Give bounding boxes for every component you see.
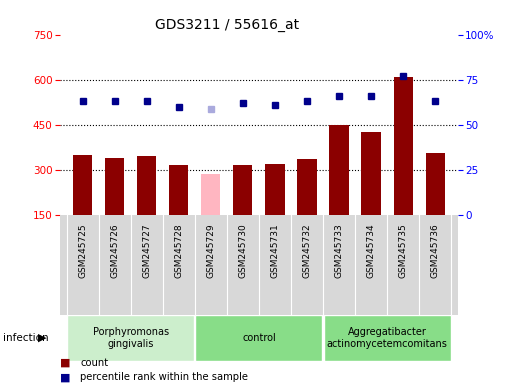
Title: GDS3211 / 55616_at: GDS3211 / 55616_at <box>155 18 299 32</box>
Bar <box>329 125 349 215</box>
Bar <box>201 174 220 215</box>
Text: GSM245735: GSM245735 <box>399 223 407 278</box>
Bar <box>393 77 413 215</box>
Text: infection: infection <box>3 333 48 343</box>
Bar <box>265 164 285 215</box>
Bar <box>233 166 253 215</box>
Bar <box>196 315 322 361</box>
Text: GSM245734: GSM245734 <box>367 223 376 278</box>
Text: GSM245725: GSM245725 <box>78 223 87 278</box>
Text: GSM245731: GSM245731 <box>270 223 279 278</box>
Text: ■: ■ <box>60 372 71 382</box>
Bar <box>361 132 381 215</box>
Bar <box>137 156 156 215</box>
Text: control: control <box>242 333 276 343</box>
Text: GSM245736: GSM245736 <box>430 223 440 278</box>
Text: count: count <box>80 358 108 368</box>
Bar <box>67 315 194 361</box>
Bar <box>324 315 451 361</box>
Text: GSM245727: GSM245727 <box>142 223 151 278</box>
Text: ■: ■ <box>60 358 71 368</box>
Text: Porphyromonas
gingivalis: Porphyromonas gingivalis <box>93 327 169 349</box>
Text: GSM245728: GSM245728 <box>174 223 183 278</box>
Bar <box>426 153 445 215</box>
Text: percentile rank within the sample: percentile rank within the sample <box>80 372 248 382</box>
Text: GSM245729: GSM245729 <box>206 223 215 278</box>
Bar <box>298 159 316 215</box>
Text: ▶: ▶ <box>38 333 46 343</box>
Bar <box>105 158 124 215</box>
Bar <box>73 155 92 215</box>
Text: GSM245733: GSM245733 <box>335 223 344 278</box>
Text: Aggregatibacter
actinomycetemcomitans: Aggregatibacter actinomycetemcomitans <box>327 327 448 349</box>
Text: GSM245730: GSM245730 <box>238 223 247 278</box>
Text: GSM245726: GSM245726 <box>110 223 119 278</box>
Bar <box>169 166 188 215</box>
Text: GSM245732: GSM245732 <box>302 223 312 278</box>
